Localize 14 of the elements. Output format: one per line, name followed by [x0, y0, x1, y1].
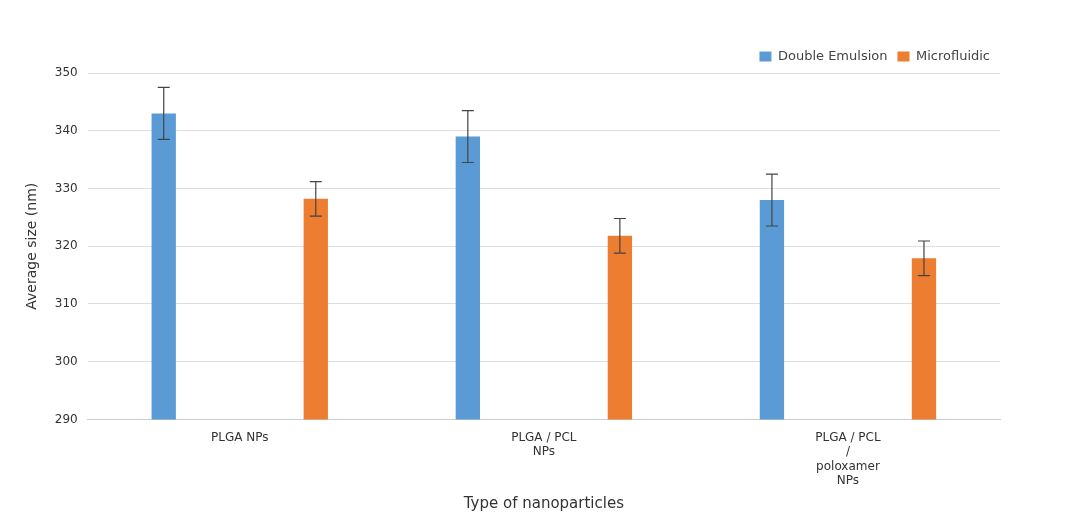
y-tick-label: 290	[54, 411, 78, 426]
y-tick-label: 350	[54, 65, 78, 80]
x-axis-title: Type of nanoparticles	[462, 493, 625, 512]
x-tick-label: PLGA NPs	[211, 429, 269, 444]
y-tick-label: 330	[54, 180, 78, 195]
y-tick-label: 340	[54, 122, 78, 137]
y-tick-label: 320	[54, 238, 78, 253]
legend-label: Double Emulsion	[777, 47, 888, 63]
x-tick-label: PLGA / PCL NPs	[511, 429, 577, 459]
y-tick-label: 300	[54, 353, 78, 368]
x-tick-label: PLGA / PCL / poloxamer NPs	[815, 429, 881, 487]
y-axis-title: Average size (nm)	[23, 182, 40, 310]
y-tick-label: 310	[54, 296, 78, 311]
legend-label: Microfluidic	[915, 47, 991, 63]
